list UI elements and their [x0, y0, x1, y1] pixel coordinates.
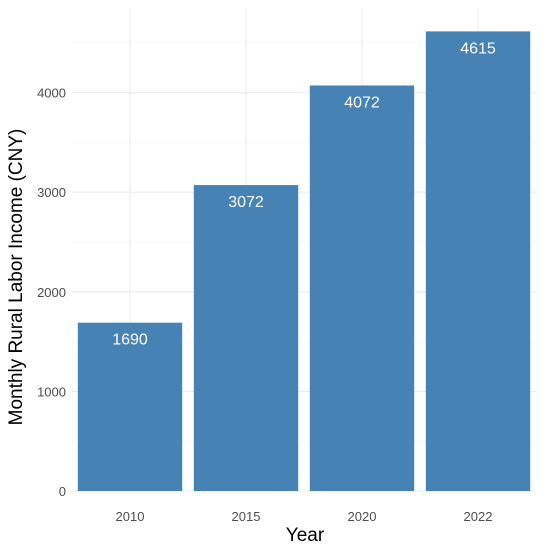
y-axis-ticks: 0 1000 2000 3000 4000	[37, 86, 66, 499]
x-tick-label: 2010	[116, 509, 145, 524]
bar-2020	[309, 85, 415, 491]
data-labels: 1690 3072 4072 4615	[112, 40, 496, 348]
y-tick-label: 0	[59, 484, 66, 499]
bar-2010	[77, 322, 183, 491]
bars	[77, 31, 531, 491]
x-tick-label: 2020	[348, 509, 377, 524]
x-axis-ticks: 2010 2015 2020 2022	[116, 509, 493, 524]
data-label-2010: 1690	[112, 332, 148, 349]
y-tick-label: 1000	[37, 384, 66, 399]
x-tick-label: 2015	[232, 509, 261, 524]
y-axis-title: Monthly Rural Labor Income (CNY)	[6, 129, 27, 426]
x-tick-label: 2022	[464, 509, 493, 524]
data-label-2015: 3072	[228, 194, 264, 211]
x-axis-title: Year	[286, 525, 325, 546]
y-tick-label: 4000	[37, 86, 66, 101]
bar-2022	[425, 31, 531, 491]
bar-2015	[193, 185, 299, 491]
y-tick-label: 3000	[37, 185, 66, 200]
data-label-2020: 4072	[344, 94, 380, 111]
data-label-2022: 4615	[460, 40, 496, 57]
y-tick-label: 2000	[37, 285, 66, 300]
